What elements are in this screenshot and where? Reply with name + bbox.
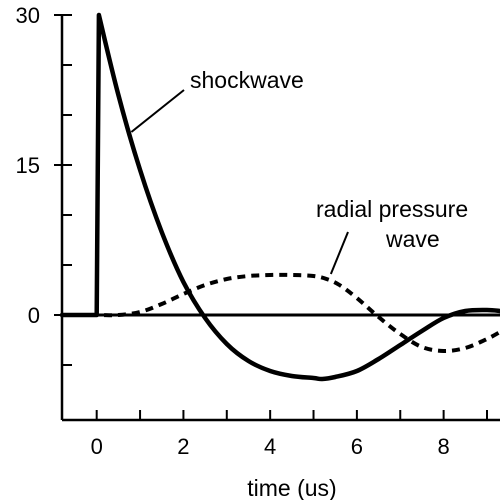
radial-pressure-annotation-line2: wave xyxy=(385,226,440,252)
x-tick-label: 0 xyxy=(91,434,103,459)
ticks: 0 15 30 0 2 4 6 8 xyxy=(16,3,488,459)
x-axis-label: time (us) xyxy=(247,475,336,500)
x-tick-label: 8 xyxy=(437,434,449,459)
x-tick-label: 2 xyxy=(177,434,189,459)
y-tick-label: 30 xyxy=(16,3,40,28)
y-tick-label: 0 xyxy=(28,303,40,328)
radial-pressure-annotation-line1: radial pressure xyxy=(316,196,468,222)
series-line-radial-pressure-wave xyxy=(62,272,500,354)
annotations: shockwave radial pressure wave xyxy=(130,67,468,275)
series-layer xyxy=(59,12,500,382)
radial-pressure-leader-line xyxy=(329,231,349,275)
x-tick-label: 6 xyxy=(351,434,363,459)
y-tick-label: 15 xyxy=(16,153,40,178)
series-line-shockwave xyxy=(59,12,500,382)
shockwave-annotation: shockwave xyxy=(190,67,304,93)
x-tick-label: 4 xyxy=(264,434,276,459)
shockwave-leader-line xyxy=(130,89,185,133)
